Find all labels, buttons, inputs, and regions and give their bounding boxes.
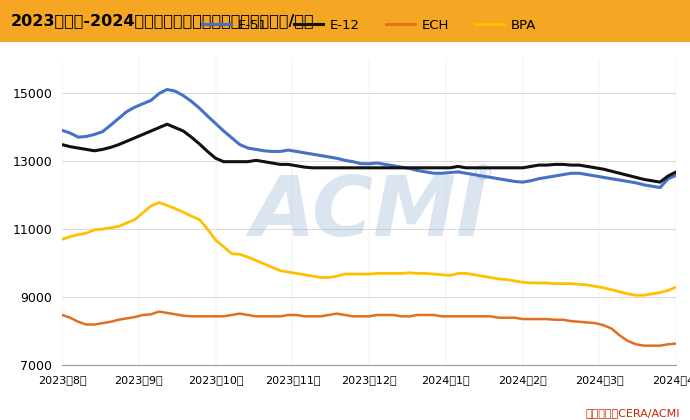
Legend: E-51, E-12, ECH, BPA: E-51, E-12, ECH, BPA xyxy=(197,13,542,37)
Text: 数据来源：CERA/ACMI: 数据来源：CERA/ACMI xyxy=(585,408,680,418)
Text: 2023下半年-2024年环氧树脂产业链产品价格趋势（元/吨）: 2023下半年-2024年环氧树脂产业链产品价格趋势（元/吨） xyxy=(10,13,314,29)
Text: ®: ® xyxy=(471,164,494,184)
Text: ACMI: ACMI xyxy=(250,172,488,252)
